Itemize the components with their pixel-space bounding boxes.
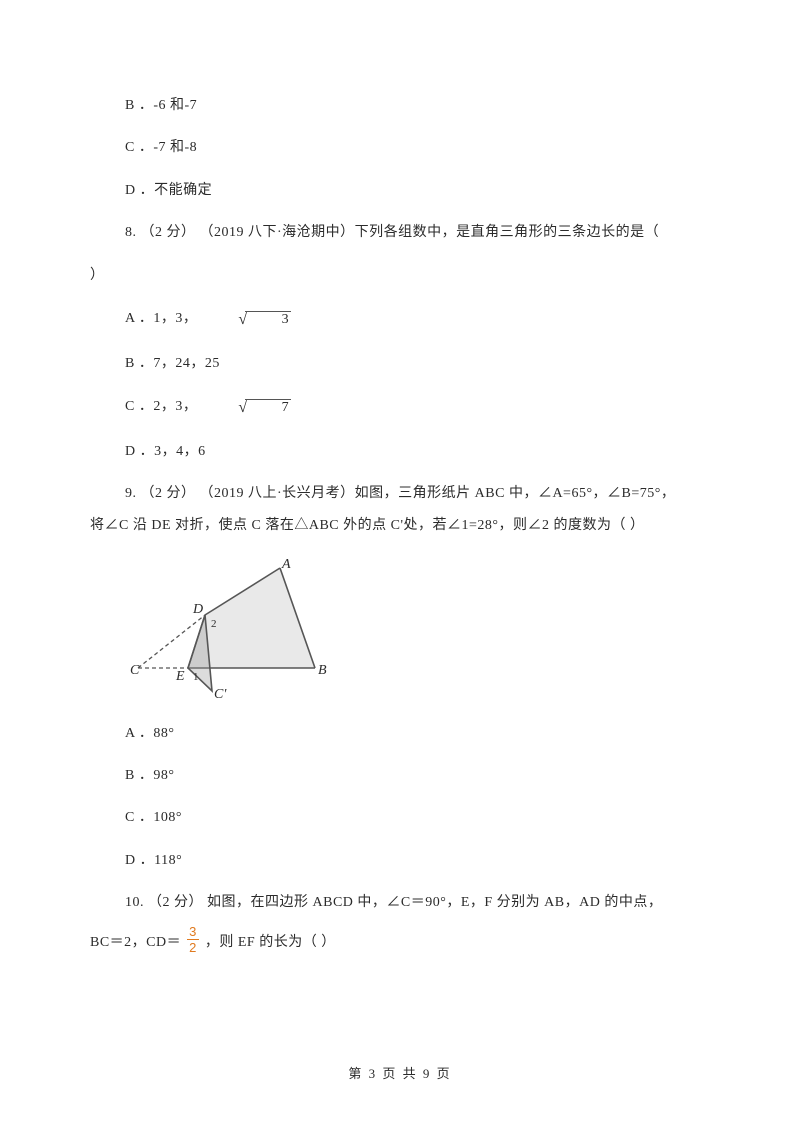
sqrt-icon: √7 — [203, 395, 291, 421]
svg-text:1: 1 — [193, 671, 199, 683]
q9-stem-line2: 将∠C 沿 DE 对折，使点 C 落在△ABC 外的点 C'处，若∠1=28°，… — [90, 515, 710, 537]
page-footer: 第 3 页 共 9 页 — [0, 1063, 800, 1082]
svg-text:C: C — [130, 663, 140, 678]
q7-option-d: D ．不能确定 — [90, 180, 710, 202]
q10-l2-pre: BC＝2，CD＝ — [90, 935, 181, 950]
svg-text:D: D — [192, 602, 203, 617]
q9-option-c: C ．108° — [90, 807, 710, 829]
q10-stem-line1: 10. （2 分） 如图，在四边形 ABCD 中，∠C＝90°，E，F 分别为 … — [90, 892, 710, 914]
q8-c-radicand: 7 — [245, 399, 292, 417]
q8-option-a: A ．1，3， √3 — [90, 307, 710, 333]
q10-l2-post: ，则 EF 的长为（ ） — [205, 935, 336, 950]
exam-page: B ．-6 和-7 C ．-7 和-8 D ．不能确定 8. （2 分） （20… — [0, 0, 800, 1132]
q8-a-radicand: 3 — [245, 311, 292, 329]
q10-frac-den: 2 — [187, 940, 199, 954]
svg-text:B: B — [318, 663, 327, 678]
svg-text:C': C' — [214, 687, 227, 702]
svg-text:2: 2 — [211, 618, 217, 630]
q8-stem-line2: ） — [90, 265, 710, 287]
q9-option-d: D ．118° — [90, 850, 710, 872]
q10-frac-num: 3 — [187, 925, 199, 940]
q9-figure: A B C D E C' 2 1 — [130, 558, 710, 703]
q8-stem-line1: 8. （2 分） （2019 八下·海沧期中）下列各组数中，是直角三角形的三条边… — [90, 222, 710, 244]
q8-option-a-pre: A ．1，3， — [125, 311, 197, 326]
q9-option-a: A ．88° — [90, 723, 710, 745]
q8-option-b: B ．7，24，25 — [90, 353, 710, 375]
svg-text:A: A — [281, 558, 291, 572]
q8-option-c-pre: C ．2，3， — [125, 399, 197, 414]
q7-option-b: B ．-6 和-7 — [90, 95, 710, 117]
svg-text:E: E — [175, 669, 185, 684]
q9-option-b: B ．98° — [90, 765, 710, 787]
sqrt-icon: √3 — [203, 307, 291, 333]
q7-option-c: C ．-7 和-8 — [90, 137, 710, 159]
fraction-icon: 3 2 — [187, 925, 199, 954]
q9-stem-line1: 9. （2 分） （2019 八上·长兴月考）如图，三角形纸片 ABC 中，∠A… — [90, 483, 710, 505]
q10-stem-line2: BC＝2，CD＝ 3 2 ，则 EF 的长为（ ） — [90, 925, 710, 954]
q8-option-c: C ．2，3， √7 — [90, 395, 710, 421]
triangle-fold-svg: A B C D E C' 2 1 — [130, 558, 340, 703]
q8-option-d: D ．3，4，6 — [90, 441, 710, 463]
